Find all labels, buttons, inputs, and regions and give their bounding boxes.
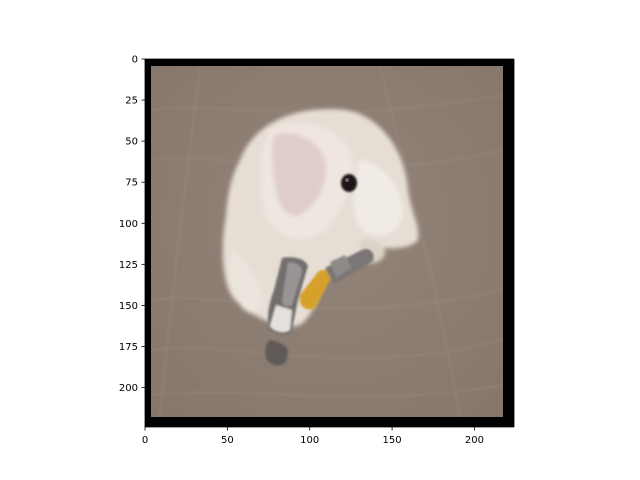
x-tick-label: 100 xyxy=(300,435,319,446)
hammer xyxy=(265,249,374,366)
y-tick-label: 100 xyxy=(119,219,138,230)
y-tick-label: 150 xyxy=(119,301,138,312)
y-tick-label: 25 xyxy=(125,96,138,107)
x-tick-label: 200 xyxy=(465,435,484,446)
y-tick-label: 175 xyxy=(119,342,138,353)
photo xyxy=(145,59,514,427)
y-tick-label: 50 xyxy=(125,137,138,148)
y-tick-label: 125 xyxy=(119,260,138,271)
x-tick-label: 50 xyxy=(221,435,234,446)
x-tick-label: 150 xyxy=(383,435,402,446)
y-axis: 0 25 50 75 100 125 150 175 200 xyxy=(119,55,145,394)
axes-frame xyxy=(144,58,515,428)
y-tick-label: 75 xyxy=(125,178,138,189)
x-axis: 0 50 100 150 200 xyxy=(142,427,484,446)
dog xyxy=(222,109,419,327)
dog-eye xyxy=(341,174,357,192)
y-tick-label: 0 xyxy=(132,55,138,66)
x-tick-label: 0 xyxy=(142,435,148,446)
y-tick-label: 200 xyxy=(119,383,138,394)
